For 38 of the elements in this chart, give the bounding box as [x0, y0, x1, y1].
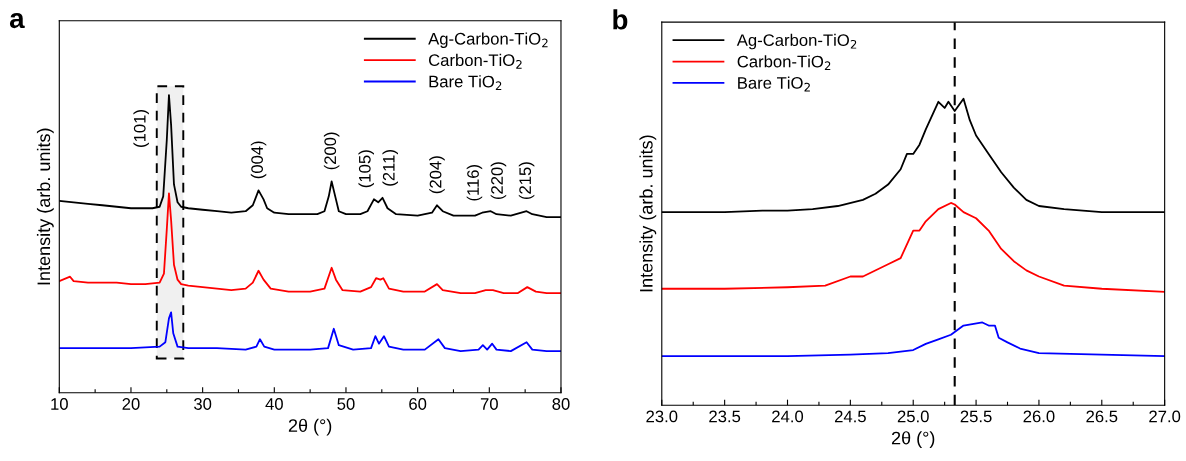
annotation: (004)	[250, 141, 267, 179]
legend-label: Ag-Carbon-TiO$_{2}$	[428, 32, 548, 48]
x-tick-label: 70	[480, 398, 498, 410]
x-tick-label: 60	[409, 398, 427, 410]
x-axis-title: 2θ (°)	[891, 431, 935, 448]
legend-label: Ag-Carbon-TiO$_{2}$	[736, 33, 857, 50]
text: b	[613, 9, 628, 30]
annotation: (105)	[358, 150, 374, 188]
x-tick-label: 25.0	[897, 410, 929, 423]
annotation: (116)	[466, 164, 483, 201]
x-tick-label: 30	[194, 398, 212, 410]
x-tick-label: 50	[337, 398, 355, 410]
x-tick-label: 24.0	[772, 410, 804, 423]
x-tick-label: 27.0	[1149, 410, 1181, 423]
annotation: (200)	[323, 132, 340, 170]
x-tick-label: 24.5	[834, 410, 866, 423]
annotation: (204)	[429, 156, 445, 194]
text: a	[9, 12, 25, 29]
y-axis-title: Intensity (arb. units)	[639, 135, 657, 292]
annotation: (220)	[490, 162, 507, 200]
legend-label: Carbon-TiO$_{2}$	[428, 53, 522, 69]
legend-label: Carbon-TiO$_{2}$	[737, 55, 831, 71]
legend-label: Bare TiO$_{2}$	[738, 76, 810, 92]
annotation: (215)	[518, 162, 535, 200]
x-tick-label: 23.5	[709, 410, 741, 423]
x-tick-label: 26.0	[1023, 410, 1055, 423]
x-tick-label: 40	[265, 398, 283, 410]
y-axis-title: Intensity (arb. units)	[36, 128, 54, 285]
legend-label: Bare TiO$_{2}$	[429, 75, 502, 91]
x-axis-title: 2θ (°)	[288, 418, 332, 436]
annotation: (101)	[133, 110, 149, 147]
annotation: (211)	[382, 150, 398, 186]
x-tick-label: 80	[552, 398, 570, 410]
x-tick-label: 23.0	[646, 410, 678, 423]
x-tick-label: 26.5	[1086, 410, 1118, 423]
x-tick-label: 25.5	[960, 410, 992, 423]
x-tick-label: 10	[51, 398, 68, 410]
x-tick-label: 20	[122, 398, 140, 410]
